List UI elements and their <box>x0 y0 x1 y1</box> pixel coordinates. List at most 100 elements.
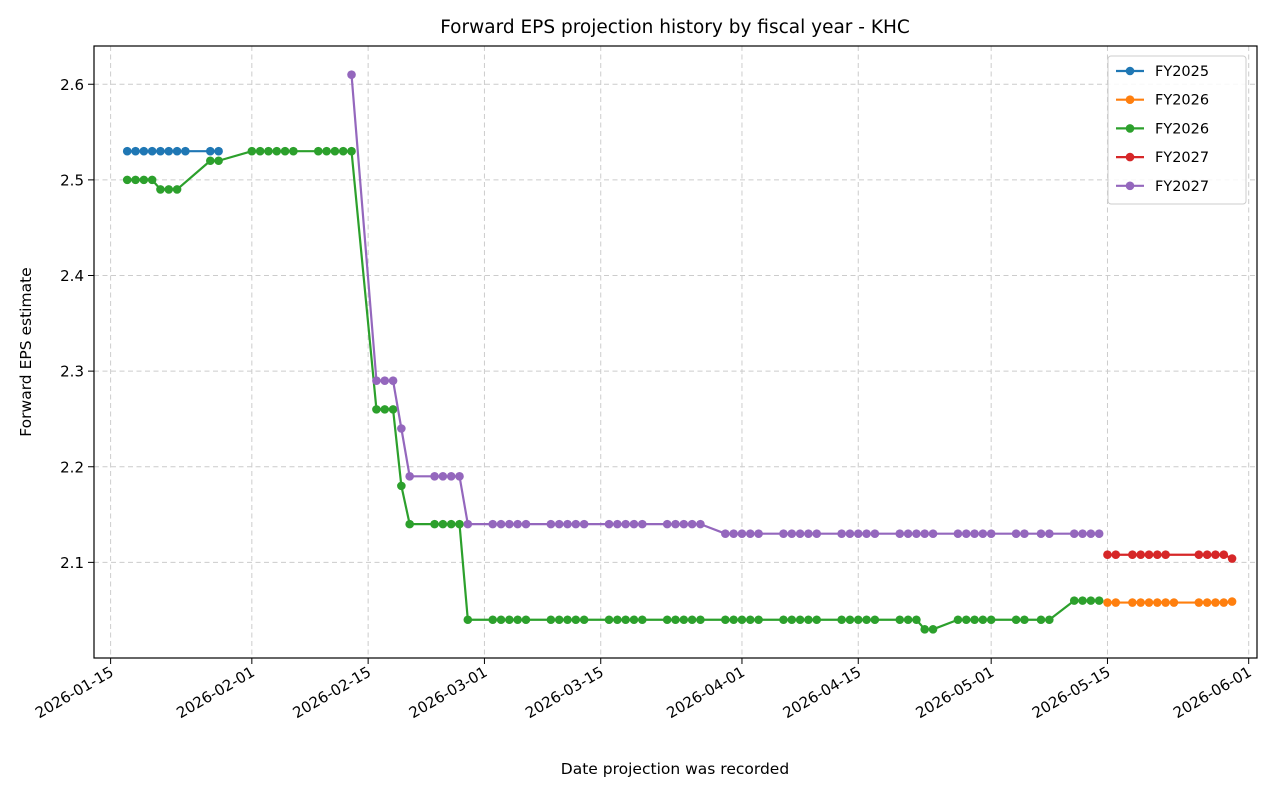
data-point <box>1219 598 1229 607</box>
data-point <box>1211 550 1220 560</box>
data-point <box>1144 550 1154 560</box>
data-point <box>837 615 846 625</box>
data-point <box>1011 529 1021 538</box>
data-point <box>953 615 963 625</box>
legend-label: FY2026 <box>1155 121 1209 137</box>
data-point <box>247 146 257 156</box>
data-point <box>1078 596 1087 605</box>
data-point <box>322 146 331 156</box>
data-point <box>172 185 182 194</box>
x-axis-title: Date projection was recorded <box>561 760 789 778</box>
data-point <box>812 615 822 625</box>
data-point <box>264 146 273 156</box>
data-point <box>1136 598 1145 607</box>
data-point <box>546 615 556 625</box>
data-point <box>1227 554 1237 563</box>
data-point <box>745 615 755 625</box>
data-point <box>1078 529 1087 538</box>
data-point <box>255 146 265 156</box>
data-point <box>903 615 913 625</box>
data-point <box>172 146 182 156</box>
data-point <box>446 472 456 481</box>
data-point <box>1136 550 1145 560</box>
chart-title: Forward EPS projection history by fiscal… <box>440 17 910 38</box>
data-point <box>1036 529 1046 538</box>
data-point <box>754 615 763 625</box>
data-point <box>978 615 988 625</box>
data-point <box>737 529 747 538</box>
data-point <box>1111 598 1121 607</box>
data-point <box>272 146 282 156</box>
data-point <box>621 519 630 529</box>
data-point <box>986 529 996 538</box>
data-point <box>1153 598 1162 607</box>
data-point <box>845 615 855 625</box>
data-point <box>438 519 448 529</box>
data-point <box>1153 550 1162 560</box>
series-2 <box>1103 597 1237 607</box>
grid-lines <box>94 46 1257 658</box>
data-point <box>338 146 348 156</box>
data-point <box>804 615 813 625</box>
data-point <box>488 615 498 625</box>
data-point <box>164 146 174 156</box>
data-point <box>837 529 846 538</box>
data-point <box>696 615 705 625</box>
data-point <box>156 146 165 156</box>
data-point <box>521 519 531 529</box>
data-point <box>912 615 921 625</box>
data-point <box>679 615 689 625</box>
data-point <box>313 146 323 156</box>
data-point <box>1045 529 1054 538</box>
data-point <box>405 472 414 481</box>
data-point <box>1020 529 1029 538</box>
data-point <box>1219 550 1229 560</box>
data-point <box>579 615 589 625</box>
data-point <box>131 146 140 156</box>
data-point <box>870 529 880 538</box>
data-point <box>330 146 340 156</box>
legend-swatch-marker <box>1125 95 1135 104</box>
data-point <box>1144 598 1154 607</box>
data-point <box>729 529 738 538</box>
data-point <box>122 175 132 185</box>
data-point <box>812 529 822 538</box>
data-point <box>347 70 356 79</box>
data-point <box>388 376 398 385</box>
legend-swatch-marker <box>1125 66 1135 76</box>
data-point <box>928 529 938 538</box>
data-point <box>662 615 672 625</box>
data-point <box>845 529 855 538</box>
data-point <box>637 519 647 529</box>
data-point <box>613 519 622 529</box>
y-tick-label: 2.2 <box>60 458 84 476</box>
data-point <box>804 529 813 538</box>
data-point <box>139 175 149 185</box>
data-point <box>463 615 473 625</box>
data-point <box>397 481 406 491</box>
data-point <box>862 615 871 625</box>
data-point <box>687 519 697 529</box>
legend-item: FY2026 <box>1116 121 1209 137</box>
data-point <box>629 615 639 625</box>
data-point <box>671 615 680 625</box>
data-point <box>870 615 880 625</box>
data-point <box>1194 550 1204 560</box>
data-point <box>546 519 556 529</box>
legend-item: FY2026 <box>1116 93 1209 109</box>
data-point <box>147 146 157 156</box>
data-point <box>679 519 689 529</box>
data-point <box>1227 597 1237 606</box>
data-point <box>953 529 963 538</box>
data-point <box>430 519 439 529</box>
data-point <box>1103 598 1112 607</box>
data-point <box>513 519 522 529</box>
data-point <box>729 615 738 625</box>
y-tick-label: 2.4 <box>60 267 84 285</box>
data-point <box>1202 550 1212 560</box>
data-point <box>1202 598 1212 607</box>
series-1 <box>122 146 223 156</box>
data-point <box>554 615 564 625</box>
data-point <box>488 519 498 529</box>
